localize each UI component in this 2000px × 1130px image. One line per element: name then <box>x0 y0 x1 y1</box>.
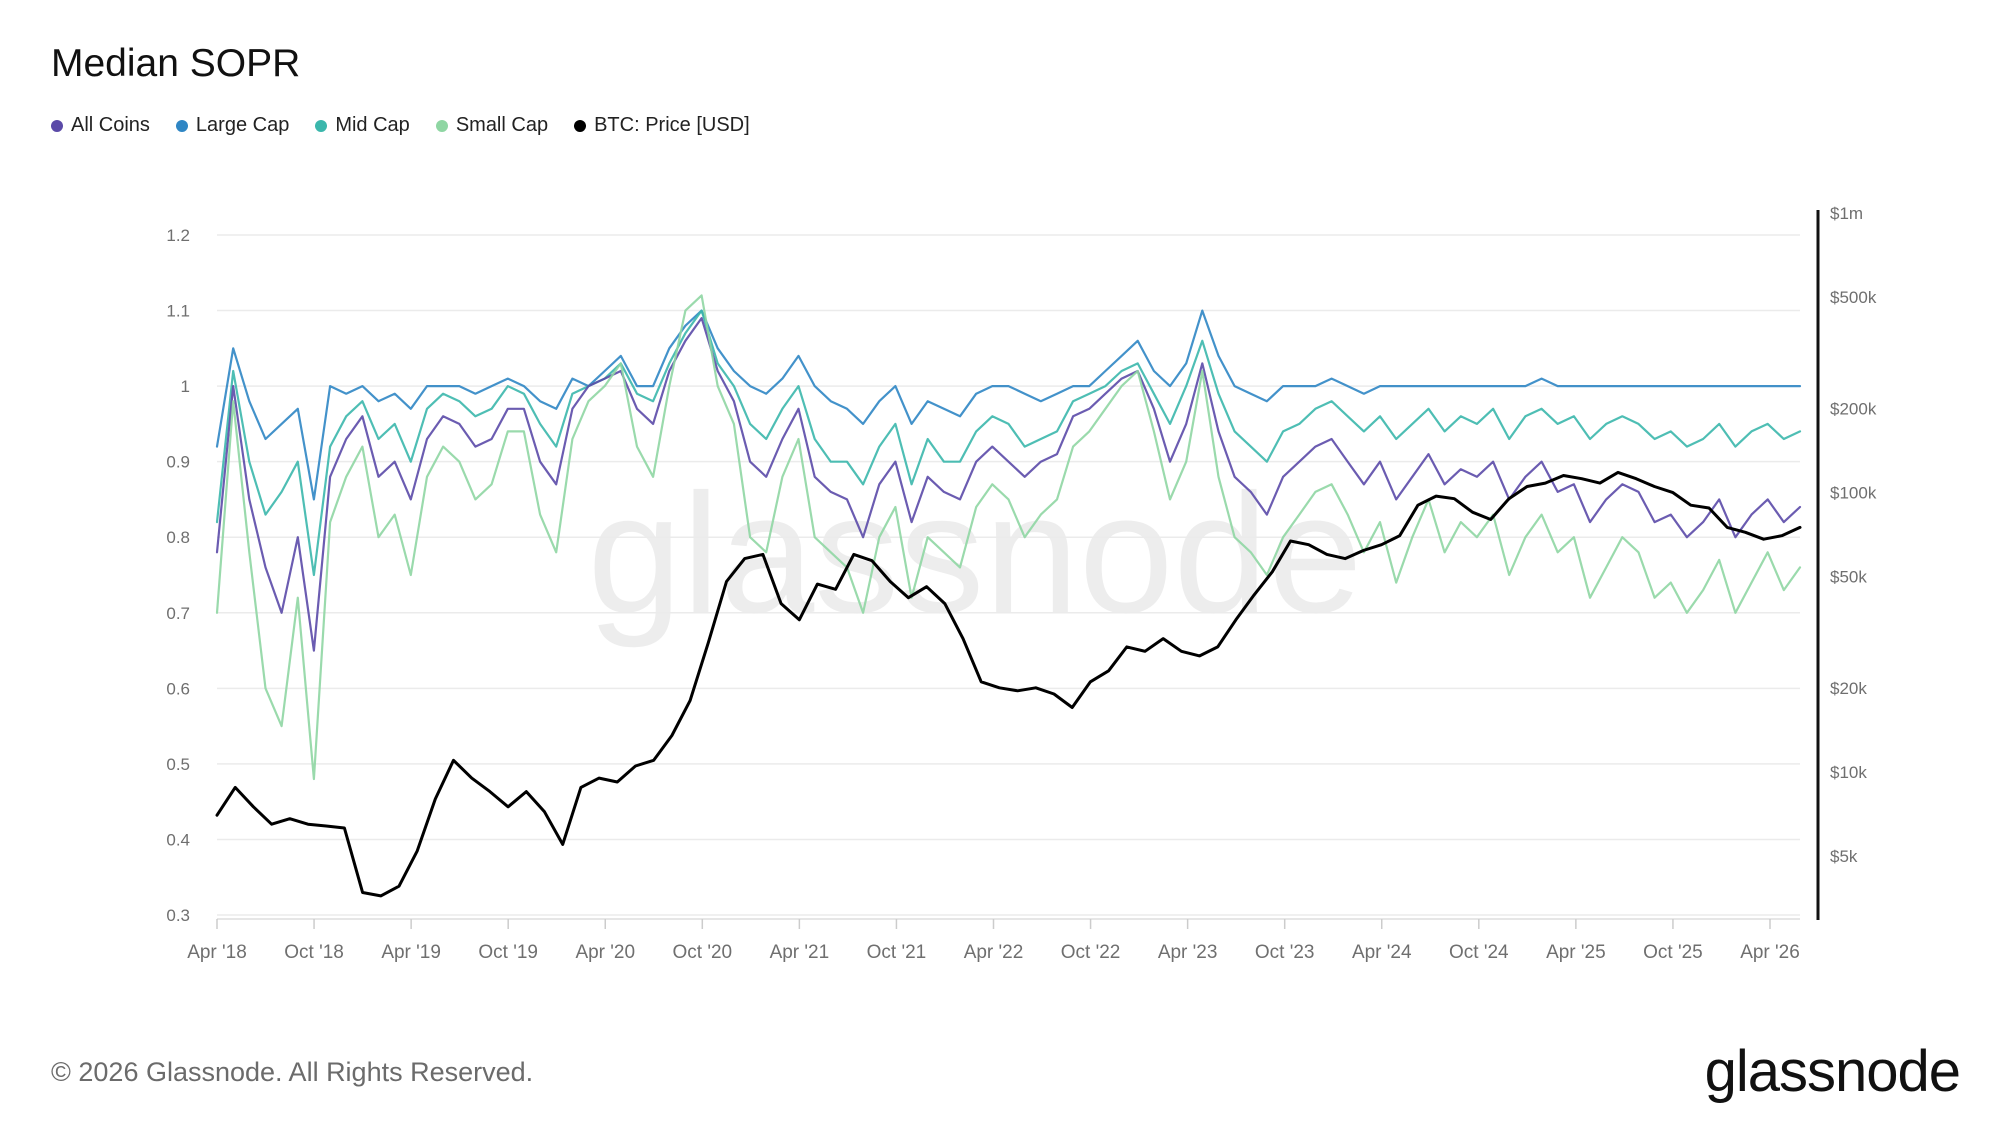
right-tick-label: $1m <box>1830 204 1863 223</box>
y-tick-label: 0.4 <box>166 830 190 849</box>
right-tick-label: $10k <box>1830 763 1867 782</box>
legend-dot-icon <box>315 119 328 132</box>
chart-title: Median SOPR <box>51 42 301 85</box>
x-tick-label: Apr '20 <box>575 942 635 963</box>
legend-item-small-cap[interactable]: Small Cap <box>435 114 549 137</box>
y-tick-label: 0.5 <box>166 755 190 774</box>
right-tick-label: $500k <box>1830 288 1877 307</box>
legend-item-large-cap[interactable]: Large Cap <box>175 114 290 137</box>
legend-label: Small Cap <box>455 114 549 136</box>
series-line-mid-cap <box>215 309 1802 577</box>
y-tick-label: 1 <box>181 377 190 396</box>
legend-item-mid-cap[interactable]: Mid Cap <box>315 114 410 137</box>
x-tick-label: Apr '18 <box>187 942 247 963</box>
legend-dot-icon <box>175 119 188 132</box>
legend-label: All Coins <box>71 114 150 136</box>
x-tick-label: Oct '23 <box>1255 942 1315 963</box>
legend: All Coins Large Cap Mid Cap Small Cap BT… <box>51 114 750 137</box>
x-tick-label: Oct '22 <box>1061 942 1121 963</box>
right-tick-label: $50k <box>1830 568 1867 587</box>
x-tick-label: Oct '24 <box>1449 942 1509 963</box>
x-tick-label: Oct '21 <box>867 942 927 963</box>
y-tick-label: 0.9 <box>166 453 190 472</box>
legend-dot-icon <box>435 119 448 132</box>
y-tick-label: 1.2 <box>166 226 190 245</box>
right-tick-label: $5k <box>1830 847 1858 866</box>
series-line-btc-price-usd <box>215 470 1802 898</box>
legend-dot-icon <box>51 119 63 132</box>
y-tick-label: 0.8 <box>166 528 190 547</box>
x-tick-label: Apr '23 <box>1158 942 1218 963</box>
x-tick-label: Apr '21 <box>770 942 830 963</box>
x-tick-label: Oct '20 <box>673 942 733 963</box>
brand-logo: glassnode <box>1704 1039 1961 1104</box>
x-tick-label: Apr '24 <box>1352 942 1412 963</box>
right-tick-label: $100k <box>1830 483 1877 502</box>
legend-label: BTC: Price [USD] <box>594 114 750 136</box>
legend-dot-icon <box>574 119 587 132</box>
x-tick-label: Oct '19 <box>478 942 538 963</box>
series-line-all-coins <box>215 317 1802 652</box>
legend-item-all-coins[interactable]: All Coins <box>51 114 150 137</box>
x-tick-label: Oct '18 <box>284 942 344 963</box>
y-tick-label: 0.6 <box>166 679 190 698</box>
x-tick-label: Apr '22 <box>964 942 1024 963</box>
right-tick-label: $200k <box>1830 399 1877 418</box>
series-layer <box>215 294 1802 898</box>
x-axis: Apr '18 Oct '18 Apr '19 Oct '19 Apr '20 Oct '… <box>187 918 1800 963</box>
right-axis: $5k $10k $20k $50k $100k $200k $500k $1m <box>1816 204 1877 920</box>
y-tick-label: 0.3 <box>166 906 190 925</box>
legend-label: Mid Cap <box>335 114 410 136</box>
x-tick-label: Apr '26 <box>1740 942 1800 963</box>
right-tick-label: $20k <box>1830 679 1867 698</box>
left-axis: 0.3 0.4 0.5 0.6 0.7 0.8 0.9 1 1.1 1.2 <box>166 226 190 925</box>
series-line-small-cap <box>215 294 1802 781</box>
y-tick-label: 1.1 <box>166 302 190 321</box>
y-tick-label: 0.7 <box>166 604 190 623</box>
legend-label: Large Cap <box>195 114 290 136</box>
copyright: © 2026 Glassnode. All Rights Reserved. <box>51 1057 534 1087</box>
series-line-large-cap <box>215 309 1802 501</box>
legend-item-btc-price[interactable]: BTC: Price [USD] <box>574 114 750 137</box>
x-tick-label: Oct '25 <box>1643 942 1703 963</box>
x-tick-label: Apr '25 <box>1546 942 1606 963</box>
x-tick-label: Apr '19 <box>381 942 441 963</box>
